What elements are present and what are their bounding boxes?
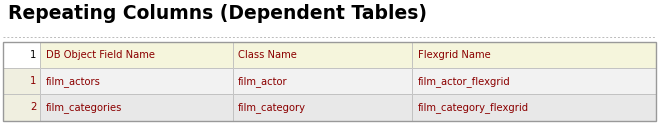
Bar (233, 42, 413, 68)
Bar (413, 68, 656, 94)
Bar (3, 42, 40, 68)
Bar (3, 42, 656, 121)
Bar (40, 94, 233, 121)
Bar (3, 94, 40, 121)
Bar (233, 94, 413, 121)
Bar (233, 42, 413, 68)
Bar (3, 68, 40, 94)
Bar (40, 42, 233, 68)
Text: DB Object Field Name: DB Object Field Name (45, 50, 155, 60)
Bar (233, 68, 413, 94)
Text: film_actor: film_actor (238, 76, 288, 87)
Bar (40, 68, 233, 94)
Bar (233, 68, 413, 94)
Bar (3, 94, 40, 121)
Text: film_actor_flexgrid: film_actor_flexgrid (418, 76, 510, 87)
Text: Repeating Columns (Dependent Tables): Repeating Columns (Dependent Tables) (8, 4, 427, 23)
Text: Class Name: Class Name (238, 50, 297, 60)
Text: film_category: film_category (238, 102, 306, 113)
Text: film_category_flexgrid: film_category_flexgrid (418, 102, 529, 113)
Text: 1: 1 (30, 76, 36, 86)
Bar (413, 94, 656, 121)
Bar (40, 94, 233, 121)
Bar (413, 94, 656, 121)
Bar (413, 42, 656, 68)
Bar (413, 42, 656, 68)
Bar (233, 94, 413, 121)
Bar (40, 68, 233, 94)
Bar (413, 68, 656, 94)
Text: 1: 1 (30, 50, 36, 60)
Text: Flexgrid Name: Flexgrid Name (418, 50, 490, 60)
Text: film_categories: film_categories (45, 102, 122, 113)
Text: film_actors: film_actors (45, 76, 101, 87)
Text: 2: 2 (30, 102, 36, 112)
Bar (3, 42, 40, 68)
Bar (3, 68, 40, 94)
Bar (40, 42, 233, 68)
